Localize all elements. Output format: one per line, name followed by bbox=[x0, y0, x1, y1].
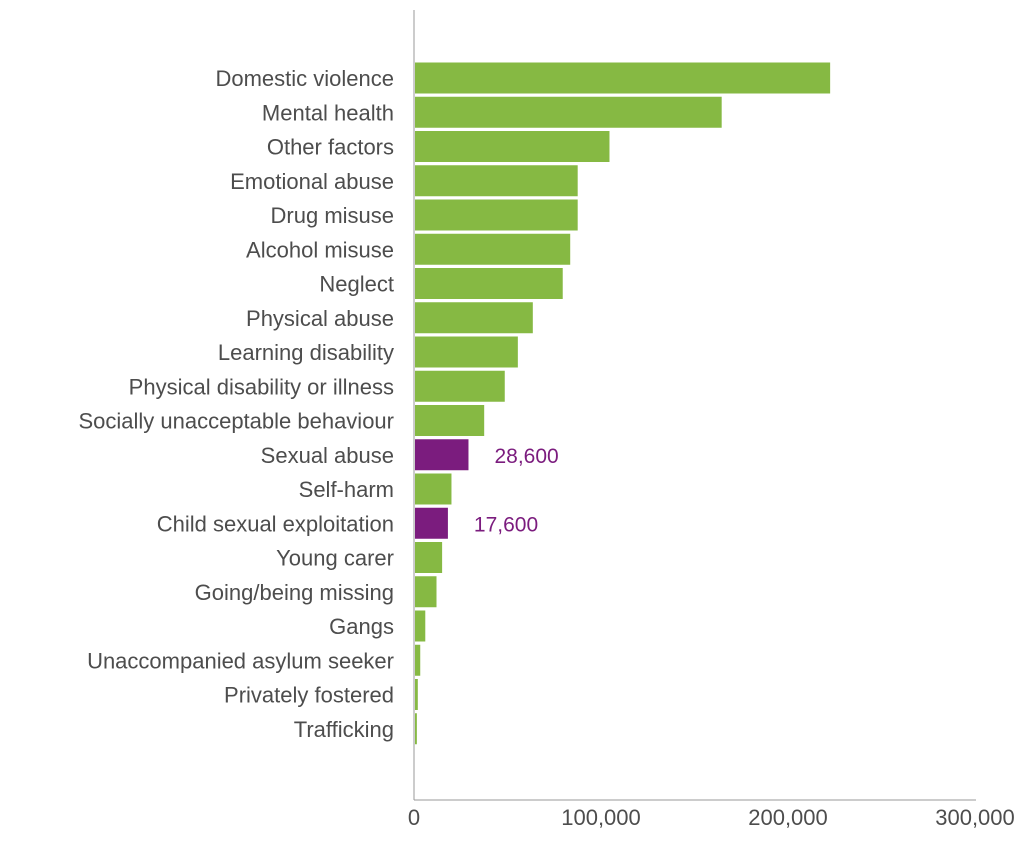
category-label: Neglect bbox=[319, 272, 394, 297]
category-label: Young carer bbox=[276, 546, 394, 571]
data-label: 17,600 bbox=[474, 513, 538, 536]
bar-unaccompanied-asylum-seeker bbox=[415, 644, 421, 676]
bars-group bbox=[415, 62, 831, 745]
x-tick-label: 100,000 bbox=[561, 805, 641, 830]
data-label: 28,600 bbox=[494, 445, 558, 468]
category-label: Other factors bbox=[267, 135, 394, 160]
x-tick-label: 300,000 bbox=[935, 805, 1015, 830]
bar-trafficking bbox=[415, 713, 417, 745]
bar-gangs bbox=[415, 610, 426, 642]
category-label: Physical abuse bbox=[246, 306, 394, 331]
x-tick-label: 200,000 bbox=[748, 805, 828, 830]
category-label: Unaccompanied asylum seeker bbox=[87, 648, 394, 673]
category-label: Child sexual exploitation bbox=[157, 511, 394, 536]
x-tick-labels-group: 0 100,000 200,000 300,000 bbox=[408, 805, 1015, 830]
bar-physical-disability-or-illness bbox=[415, 370, 505, 402]
category-label: Emotional abuse bbox=[230, 169, 394, 194]
category-label: Drug misuse bbox=[271, 203, 394, 228]
bar-domestic-violence bbox=[415, 62, 831, 94]
category-label: Sexual abuse bbox=[261, 443, 394, 468]
category-label: Self-harm bbox=[299, 477, 394, 502]
bar-young-carer bbox=[415, 542, 443, 573]
category-label: Privately fostered bbox=[224, 683, 394, 708]
category-labels-group: Domestic violence Mental health Other fact… bbox=[78, 66, 394, 742]
category-label: Socially unacceptable behaviour bbox=[78, 409, 394, 434]
category-label: Learning disability bbox=[218, 340, 394, 365]
bar-other-factors bbox=[415, 131, 610, 162]
bar-privately-fostered bbox=[415, 679, 418, 710]
category-label: Alcohol misuse bbox=[246, 237, 394, 262]
bar-self-harm bbox=[415, 473, 452, 505]
category-label: Going/being missing bbox=[195, 580, 394, 605]
data-labels-group: 28,600 17,600 bbox=[474, 445, 559, 537]
bar-alcohol-misuse bbox=[415, 233, 571, 265]
bar-physical-abuse bbox=[415, 302, 533, 334]
bar-going-being-missing bbox=[415, 576, 437, 608]
bar-drug-misuse bbox=[415, 199, 578, 231]
bar-emotional-abuse bbox=[415, 165, 578, 197]
x-tick-label: 0 bbox=[408, 805, 420, 830]
bar-neglect bbox=[415, 268, 563, 299]
category-label: Trafficking bbox=[294, 717, 394, 742]
category-label: Mental health bbox=[262, 100, 394, 125]
bar-mental-health bbox=[415, 96, 722, 128]
category-label: Domestic violence bbox=[215, 66, 394, 91]
category-label: Physical disability or illness bbox=[129, 374, 394, 399]
bar-socially-unacceptable-behaviour bbox=[415, 405, 485, 436]
category-label: Gangs bbox=[329, 614, 394, 639]
bar-sexual-abuse bbox=[415, 439, 469, 471]
bar-learning-disability bbox=[415, 336, 518, 368]
bar-child-sexual-exploitation bbox=[415, 507, 448, 539]
